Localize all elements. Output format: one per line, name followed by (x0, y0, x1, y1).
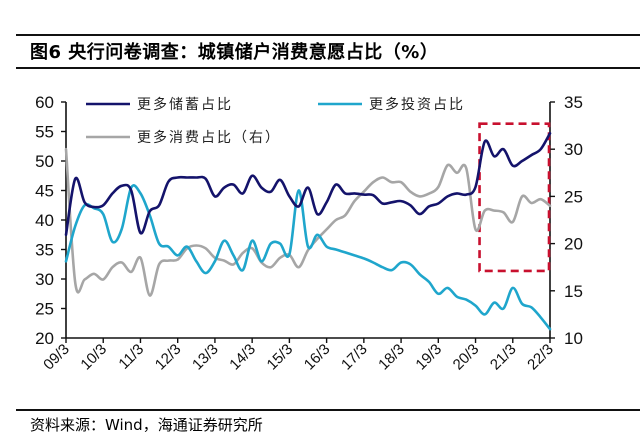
left-y-tick-label: 25 (35, 300, 54, 319)
top-rule (16, 34, 640, 36)
source-note: 资料来源：Wind，海通证券研究所 (30, 416, 263, 434)
left-y-tick-label: 20 (35, 329, 54, 348)
annotations (478, 122, 551, 273)
x-tick-label: 13/3 (189, 341, 222, 374)
left-y-tick-label: 40 (35, 211, 54, 230)
right-y-tick-label: 15 (564, 282, 583, 301)
legend-label: 更多储蓄占比 (137, 96, 233, 113)
right-y-tick-label: 10 (564, 329, 583, 348)
x-tick-label: 20/3 (450, 341, 483, 374)
x-tick-label: 18/3 (375, 341, 408, 374)
x-tick-label: 22/3 (524, 341, 557, 374)
x-tick-label: 11/3 (115, 341, 147, 373)
left-y-tick-label: 50 (35, 152, 54, 171)
series-lines (64, 132, 552, 331)
series-line-consumption (64, 147, 552, 297)
left-y-tick-label: 45 (35, 182, 54, 201)
series-line-investment (64, 184, 552, 331)
title-rule (16, 67, 640, 69)
x-tick-label: 14/3 (226, 341, 259, 374)
source-rule (16, 409, 640, 411)
right-y-tick-label: 30 (564, 140, 583, 159)
right-y-tick-label: 25 (564, 187, 583, 206)
highlight-dashed-box (478, 122, 551, 273)
x-tick-label: 12/3 (152, 341, 185, 374)
x-tick-label: 17/3 (338, 341, 371, 374)
x-tick-label: 19/3 (412, 341, 445, 374)
legend-label: 更多消费占比（右） (137, 129, 281, 146)
right-y-tick-label: 20 (564, 235, 583, 254)
left-y-tick-label: 35 (35, 241, 54, 260)
x-tick-label: 16/3 (301, 341, 334, 374)
figure-title: 图6 央行问卷调查：城镇储户消费意愿占比（%） (30, 42, 439, 63)
x-tick-label: 21/3 (487, 341, 520, 374)
left-y-tick-label: 55 (35, 123, 54, 142)
x-tick-label: 15/3 (264, 341, 297, 374)
x-tick-label: 10/3 (77, 341, 110, 374)
right-y-tick-label: 35 (564, 93, 583, 112)
series-line-savings (64, 132, 552, 237)
left-y-tick-label: 30 (35, 270, 54, 289)
legend-label: 更多投资占比 (369, 96, 465, 113)
left-y-tick-label: 60 (35, 93, 54, 112)
